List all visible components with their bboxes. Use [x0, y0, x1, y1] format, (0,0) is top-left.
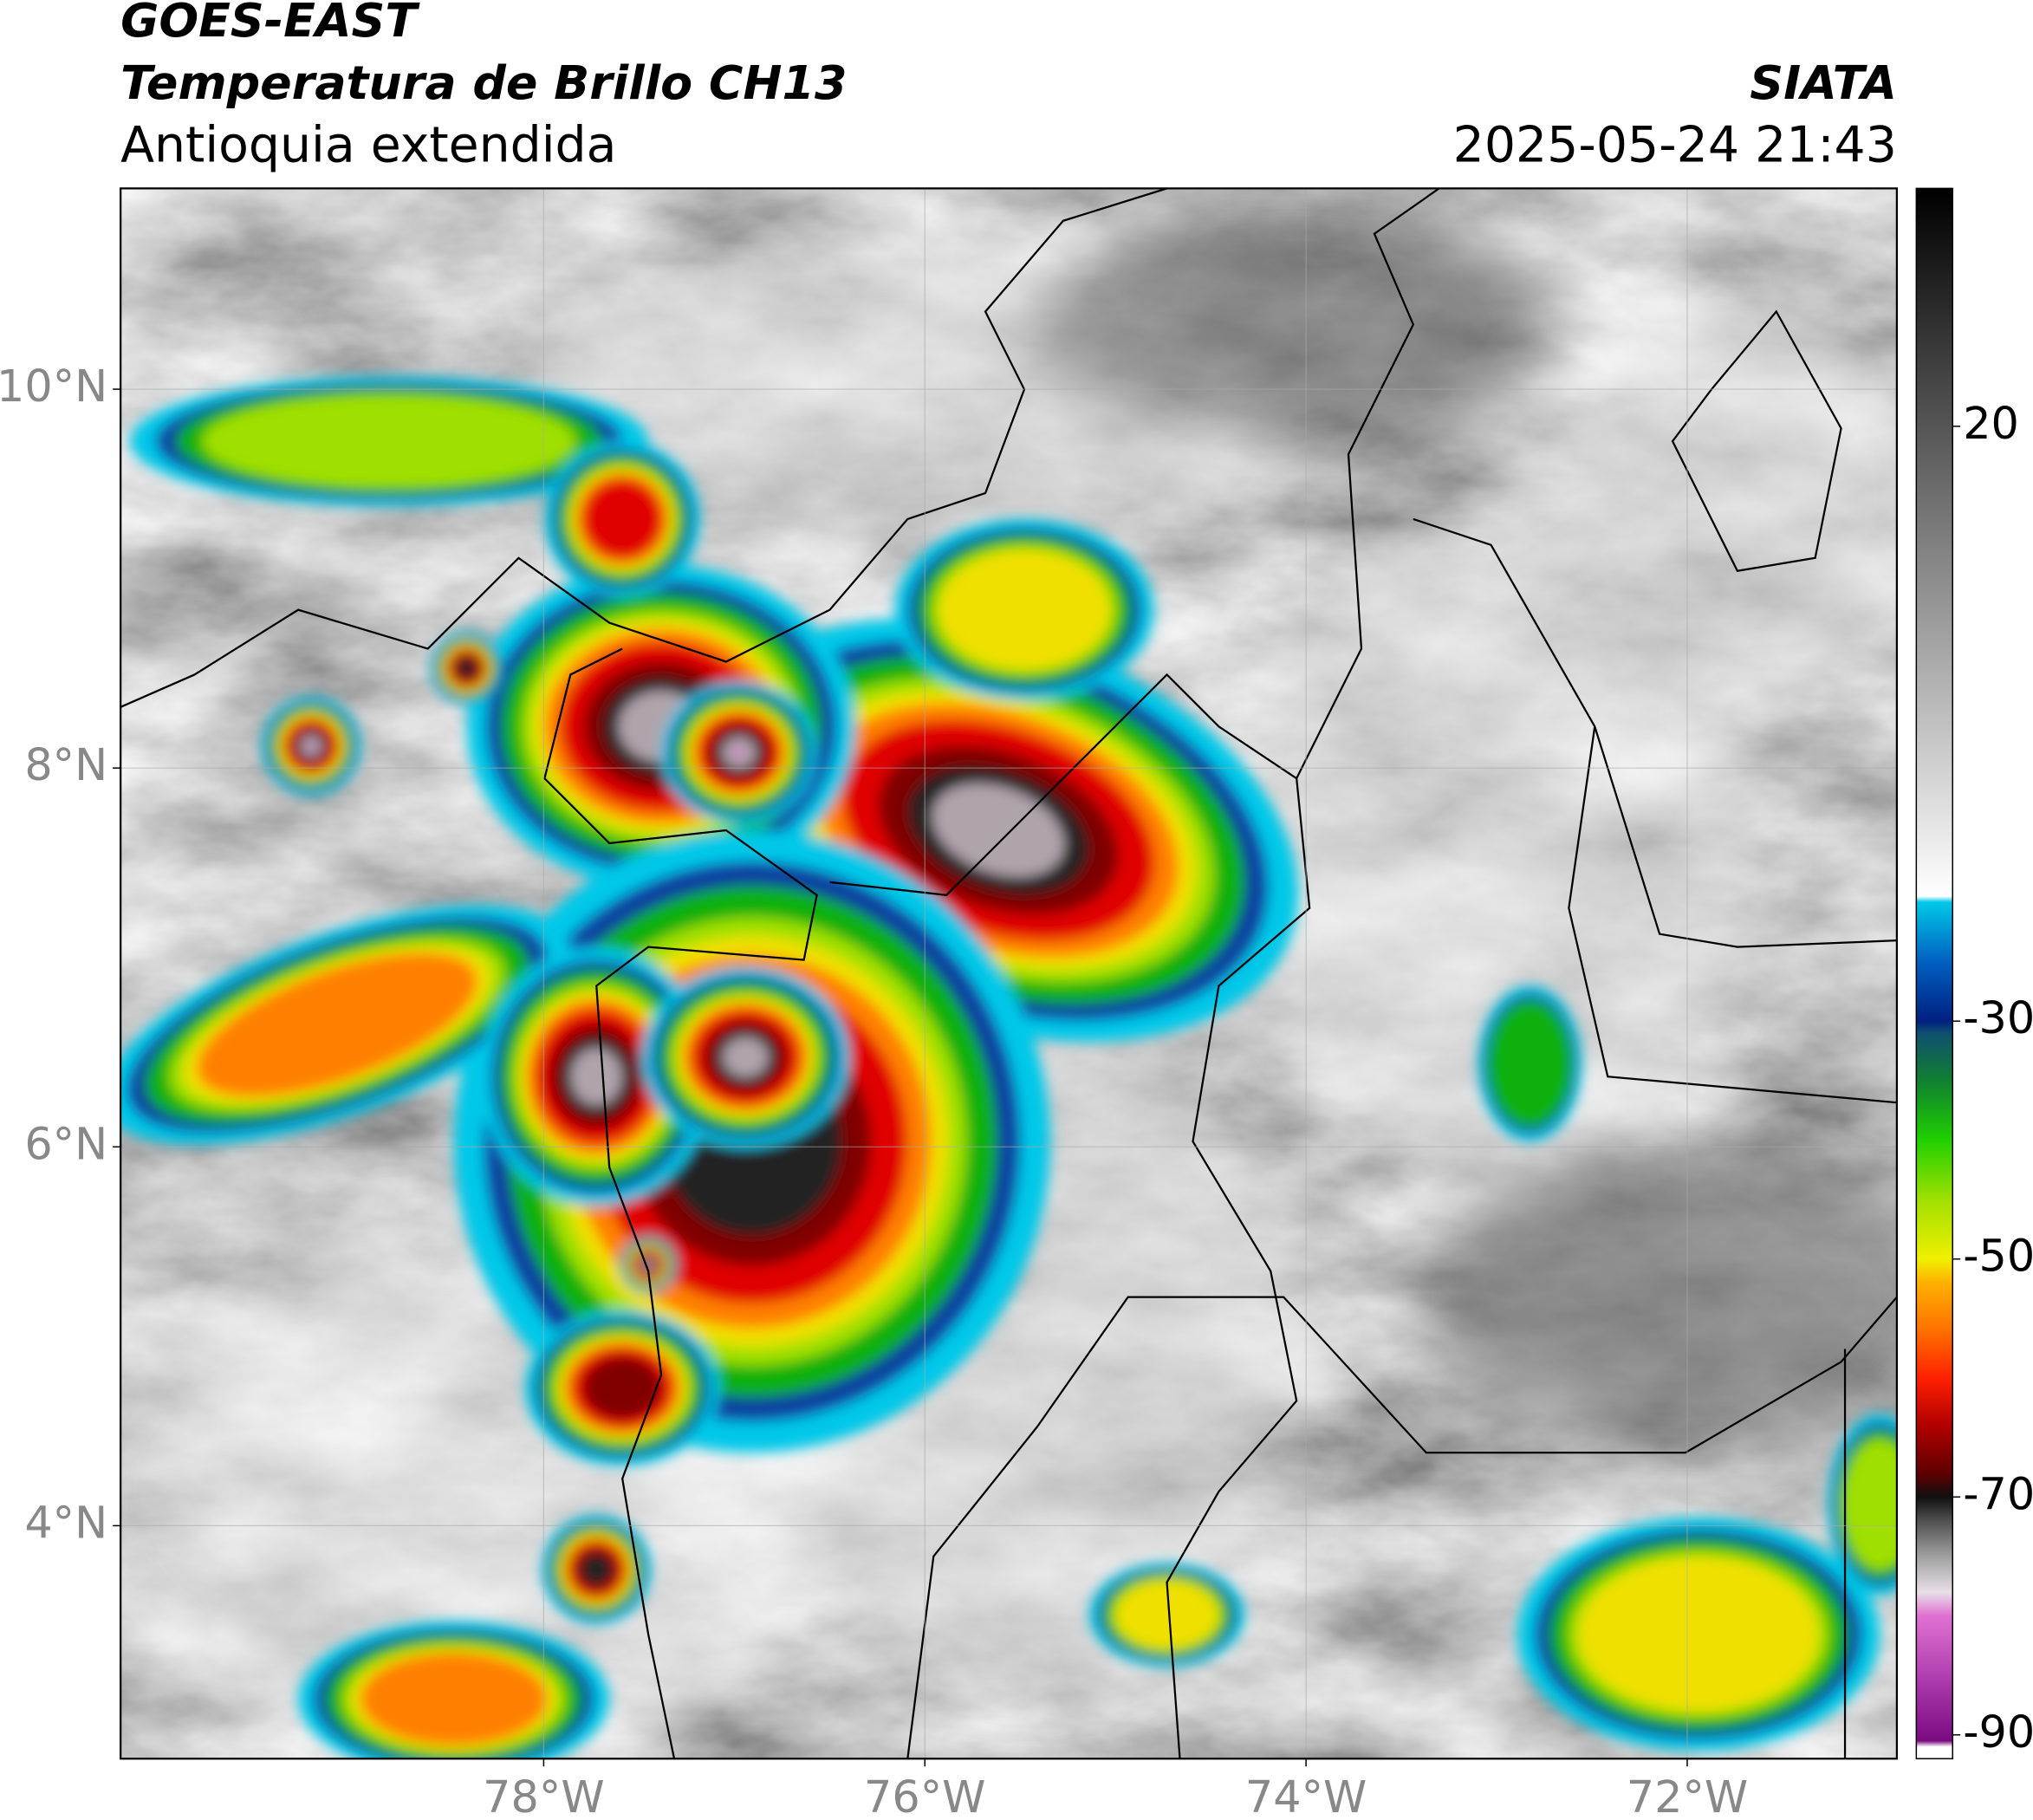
cloud-top [583, 1356, 662, 1420]
cloud-top [202, 394, 576, 488]
map-frame [120, 187, 1899, 1760]
cloud-top [932, 783, 1065, 877]
cloud-top [722, 1037, 769, 1077]
cloud-top [197, 952, 477, 1097]
colorbar-label: 20 [1963, 398, 2019, 449]
graticule [113, 188, 1897, 1767]
satellite-image [120, 188, 1897, 1759]
agency: SIATA [1750, 55, 1897, 110]
cloud-top [1115, 1580, 1218, 1649]
x-tick-label: 74°W [1245, 1771, 1367, 1820]
region: Antioquia extendida [120, 117, 616, 174]
cloud-top [456, 657, 478, 679]
colorbar-label: -50 [1963, 1231, 2033, 1282]
cloud-top [733, 747, 745, 757]
colorbar-label: -30 [1963, 992, 2033, 1043]
cloud-top [1487, 999, 1573, 1128]
cloud-top [570, 1048, 622, 1106]
y-tick-label: 6°N [24, 1118, 107, 1169]
cloud-top [939, 549, 1110, 670]
y-tick-label: 8°N [24, 739, 107, 790]
cloud-top [1578, 1557, 1819, 1712]
timestamp: 2025-05-24 21:43 [1453, 117, 1897, 174]
satellite: GOES-EAST [120, 0, 420, 48]
x-tick-label: 78°W [483, 1771, 604, 1820]
colorbar [1915, 187, 1953, 1759]
x-tick-label: 76°W [864, 1771, 985, 1820]
cloud-top [308, 742, 315, 750]
y-tick-label: 10°N [0, 361, 107, 412]
convective-clouds [120, 376, 1897, 1759]
cloud-top [581, 478, 663, 560]
cloud-top [1842, 1439, 1897, 1570]
product: Temperatura de Brillo CH13 [120, 55, 847, 110]
x-tick-label: 72°W [1627, 1771, 1748, 1820]
colorbar-label: -90 [1963, 1706, 2033, 1758]
y-tick-label: 4°N [24, 1497, 107, 1548]
cloud-top [360, 1652, 548, 1746]
borders [120, 188, 1897, 1759]
cloud-top [580, 1552, 614, 1586]
colorbar-label: -70 [1963, 1468, 2033, 1519]
